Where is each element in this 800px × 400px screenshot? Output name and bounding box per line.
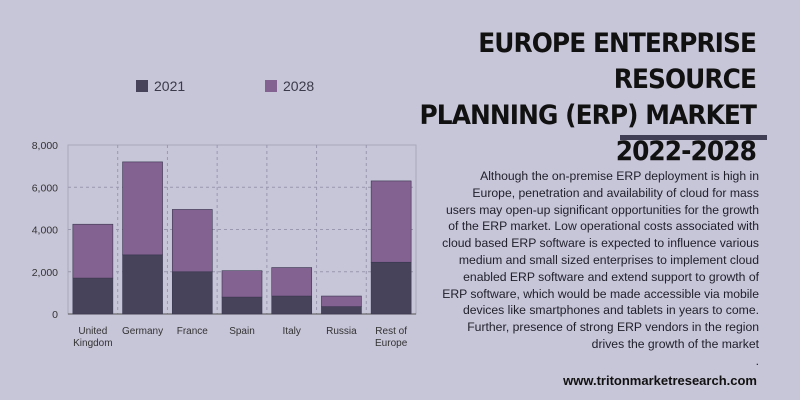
bar-segment-2021 <box>221 296 263 315</box>
description-text: Although the on-premise ERP deployment i… <box>442 169 759 351</box>
legend-item-2028: 2028 <box>265 78 314 94</box>
x-tick-label: Italy <box>283 326 301 337</box>
bar-segment-2028 <box>370 180 412 263</box>
bar-segment-2028 <box>72 223 114 279</box>
y-tick-label: 0 <box>52 309 58 321</box>
legend-item-2021: 2021 <box>136 78 185 94</box>
x-tick-label: Germany <box>122 326 163 337</box>
bar-segment-2021 <box>370 261 412 315</box>
website-url: www.tritonmarketresearch.com <box>563 373 757 388</box>
x-tick-label: Kingdom <box>73 338 112 349</box>
x-tick-label: France <box>177 326 209 337</box>
legend-swatch-2021 <box>136 80 148 92</box>
x-tick-label: Rest of <box>375 326 407 337</box>
bar-segment-2028 <box>271 267 313 297</box>
y-tick-label: 4,000 <box>32 225 58 237</box>
x-tick-label: Russia <box>326 326 357 337</box>
legend-swatch-2028 <box>265 80 277 92</box>
title-line-1: EUROPE ENTERPRISE RESOURCE <box>478 28 757 95</box>
chart-title: EUROPE ENTERPRISE RESOURCE PLANNING (ERP… <box>351 26 757 170</box>
x-tick-label: Spain <box>229 326 255 337</box>
y-tick-label: 8,000 <box>32 140 58 152</box>
bar-segment-2021 <box>122 254 163 315</box>
y-tick-label: 2,000 <box>32 267 58 279</box>
description-trailing-period: . <box>755 353 759 368</box>
bar-segment-2021 <box>72 277 114 315</box>
legend-label-2021: 2021 <box>154 78 186 94</box>
bar-segment-2021 <box>271 295 313 315</box>
bar-segment-2028 <box>221 270 263 298</box>
y-tick-label: 6,000 <box>32 182 58 194</box>
bar-segment-2021 <box>171 271 213 315</box>
bar-segment-2028 <box>321 295 362 307</box>
description-paragraph: Although the on-premise ERP deployment i… <box>442 168 759 370</box>
x-tick-label: Europe <box>375 338 408 349</box>
legend-label-2028: 2028 <box>283 78 315 94</box>
title-line-2: PLANNING (ERP) MARKET 2022-2028 <box>419 100 757 167</box>
x-tick-label: United <box>78 326 107 337</box>
bar-segment-2028 <box>122 161 163 256</box>
bar-segment-2021 <box>321 306 362 315</box>
title-underline-bar <box>620 135 767 140</box>
bar-segment-2028 <box>171 209 213 273</box>
